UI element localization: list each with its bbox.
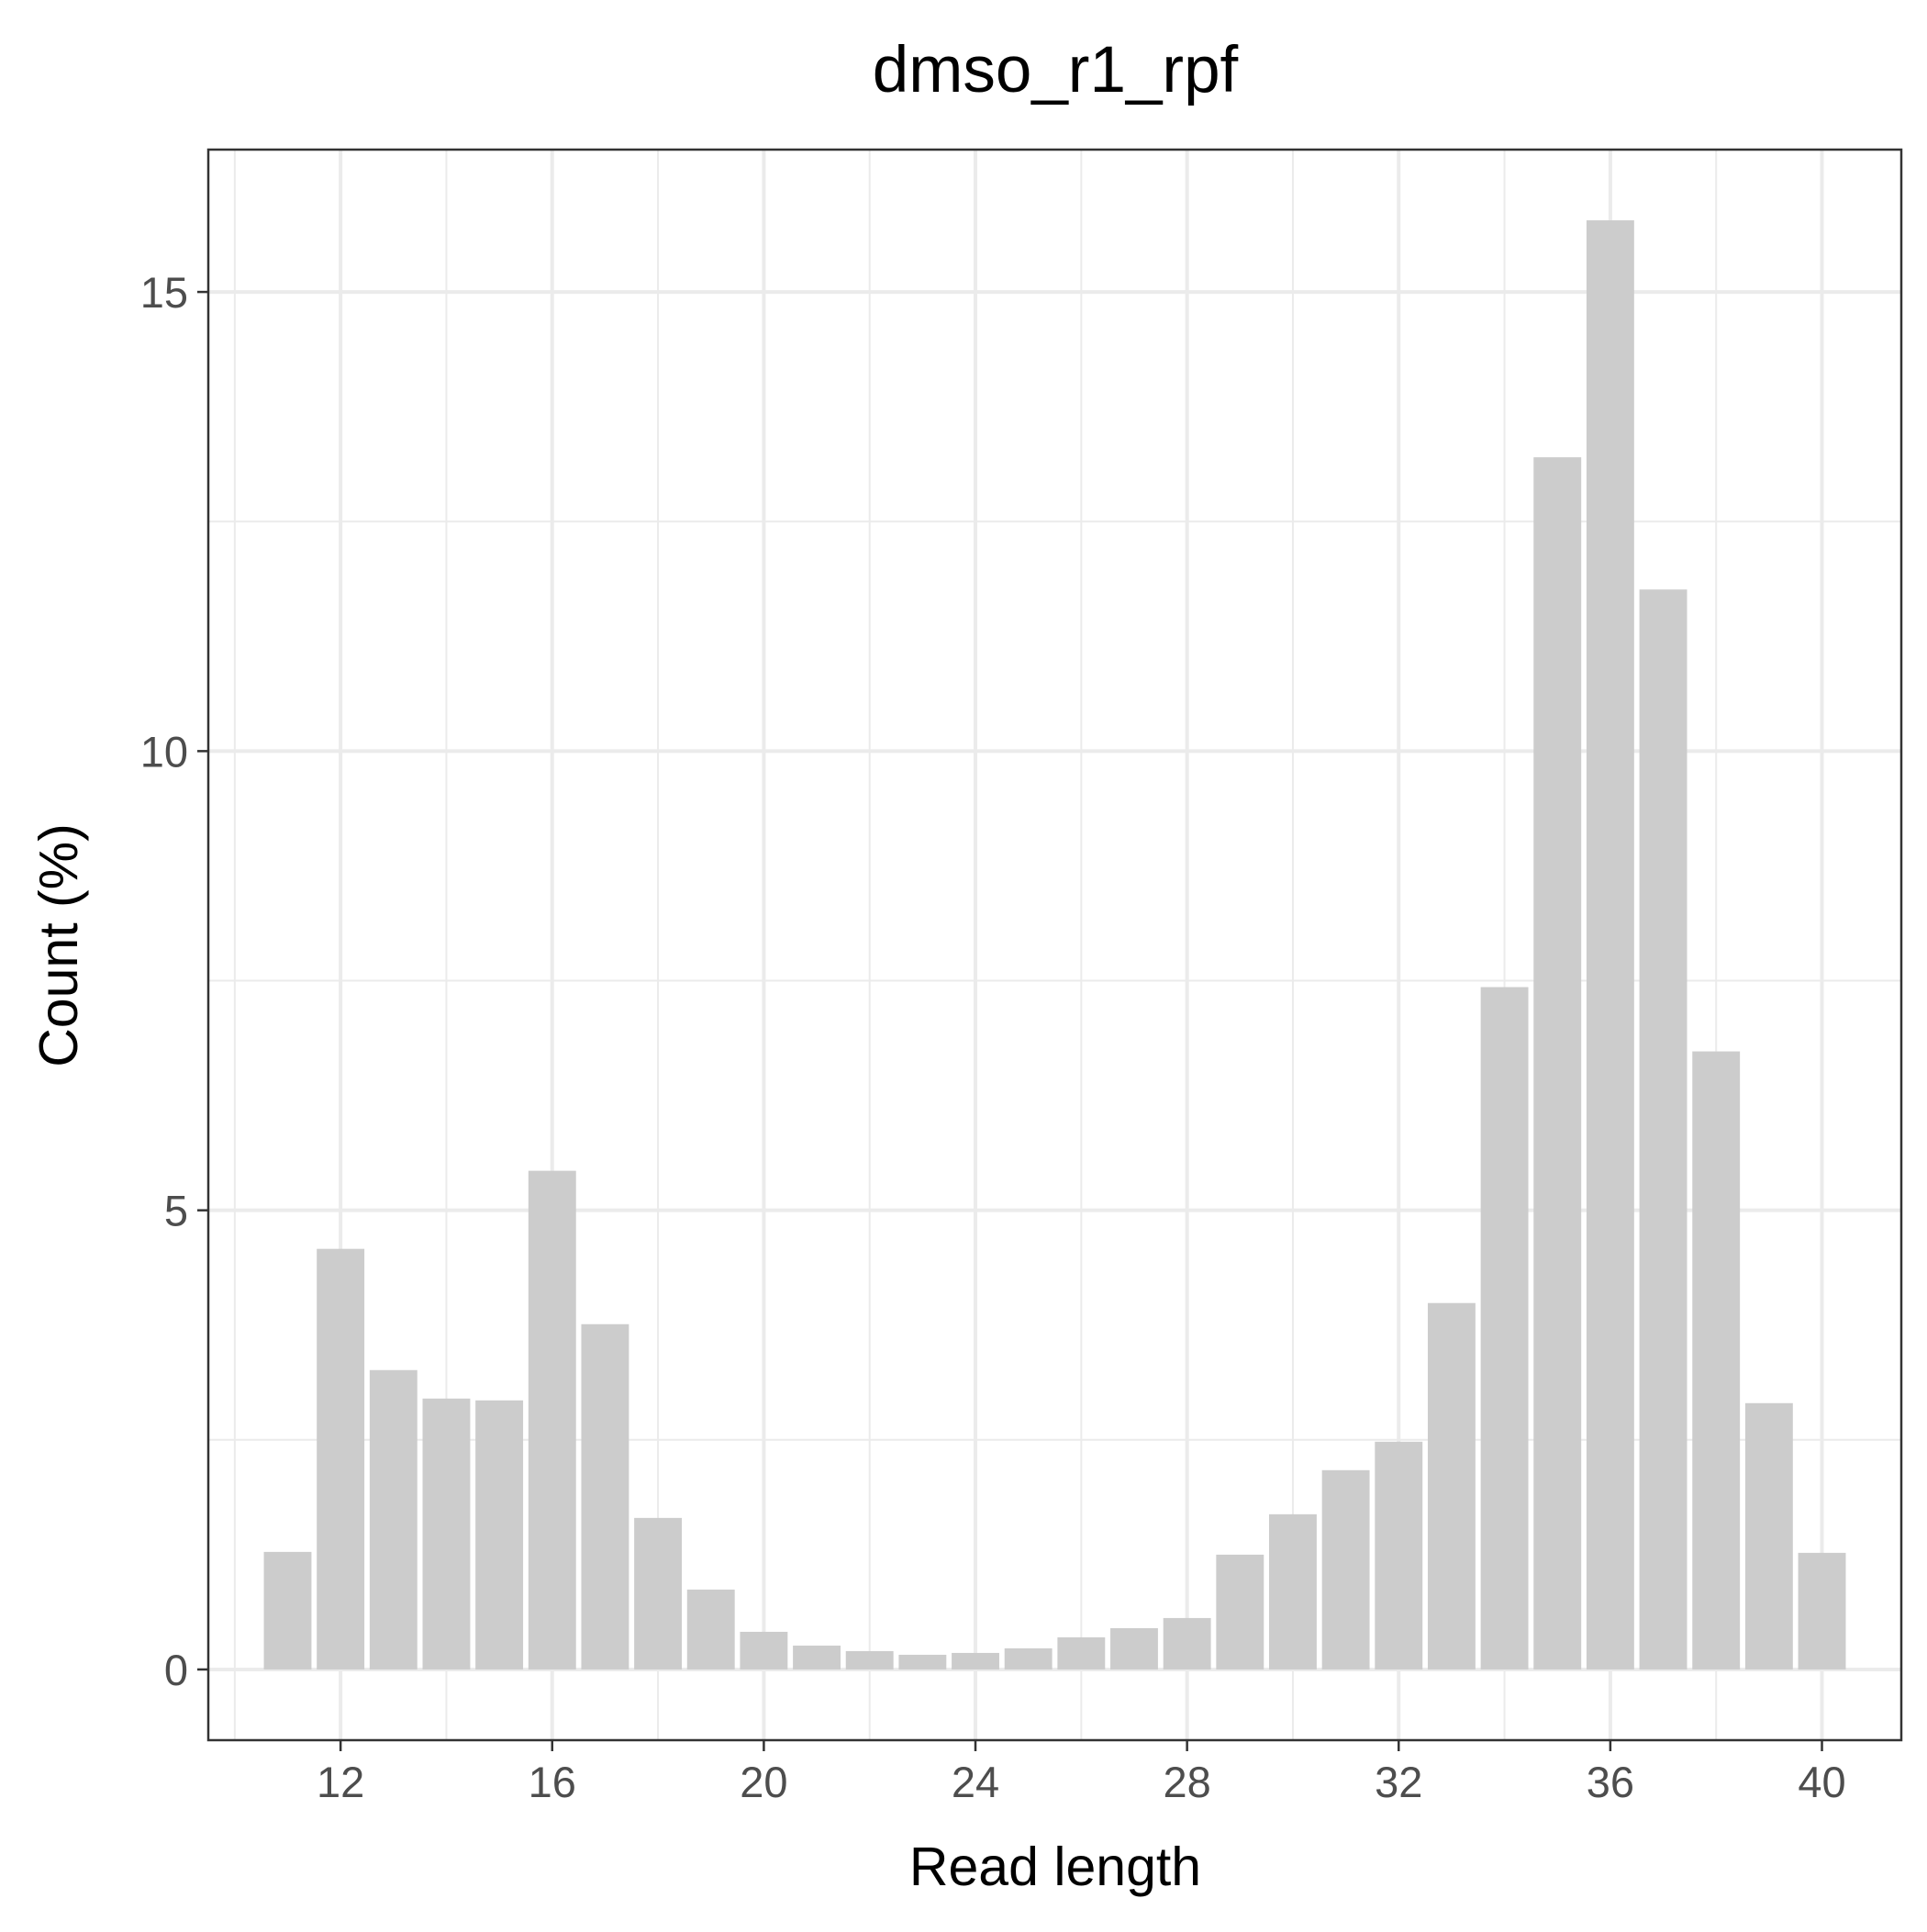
bar xyxy=(1269,1513,1317,1670)
bar xyxy=(1744,1402,1793,1670)
x-axis: 12 16 20 24 28 32 36 40 xyxy=(317,1740,1846,1806)
bar xyxy=(1375,1441,1423,1670)
bars xyxy=(263,220,1846,1670)
plot-border xyxy=(206,148,1903,1742)
x-tick-label: 12 xyxy=(317,1758,364,1806)
y-axis: 0 5 10 15 xyxy=(140,268,208,1694)
bar xyxy=(1480,987,1529,1670)
bar xyxy=(581,1323,629,1670)
x-tick-label: 20 xyxy=(740,1758,787,1806)
bar xyxy=(1057,1636,1106,1670)
x-tick-label: 24 xyxy=(952,1758,999,1806)
bar xyxy=(1216,1554,1264,1670)
bar xyxy=(845,1650,894,1670)
y-tick-label: 15 xyxy=(140,268,188,317)
bar xyxy=(475,1400,524,1670)
bar xyxy=(1163,1617,1211,1670)
y-tick-label: 10 xyxy=(140,727,188,776)
bar xyxy=(1533,457,1582,1670)
x-tick-label: 36 xyxy=(1587,1758,1634,1806)
bar xyxy=(1798,1552,1846,1670)
bar xyxy=(1639,589,1688,1670)
bar xyxy=(1692,1051,1741,1670)
y-tick-label: 5 xyxy=(164,1187,188,1235)
y-tick-label: 0 xyxy=(164,1646,188,1694)
bar xyxy=(634,1517,683,1670)
x-tick-label: 32 xyxy=(1375,1758,1422,1806)
bar xyxy=(263,1551,312,1670)
bar xyxy=(317,1248,365,1670)
bar xyxy=(1321,1469,1370,1670)
bar xyxy=(1004,1647,1053,1670)
x-tick-label: 40 xyxy=(1798,1758,1845,1806)
chart-title: dmso_r1_rpf xyxy=(873,34,1239,106)
bar xyxy=(740,1631,788,1670)
bar xyxy=(793,1645,841,1670)
x-tick-label: 16 xyxy=(529,1758,576,1806)
bar xyxy=(1427,1302,1476,1670)
bar xyxy=(528,1170,576,1670)
bar xyxy=(1586,220,1634,1670)
bar xyxy=(1110,1627,1158,1670)
y-axis-title: Count (%) xyxy=(28,823,89,1067)
x-axis-title: Read length xyxy=(909,1837,1201,1897)
bar xyxy=(369,1369,418,1670)
bar xyxy=(686,1589,735,1670)
bar xyxy=(898,1654,947,1670)
bar xyxy=(422,1398,471,1670)
bar xyxy=(952,1652,999,1670)
x-tick-label: 28 xyxy=(1164,1758,1211,1806)
